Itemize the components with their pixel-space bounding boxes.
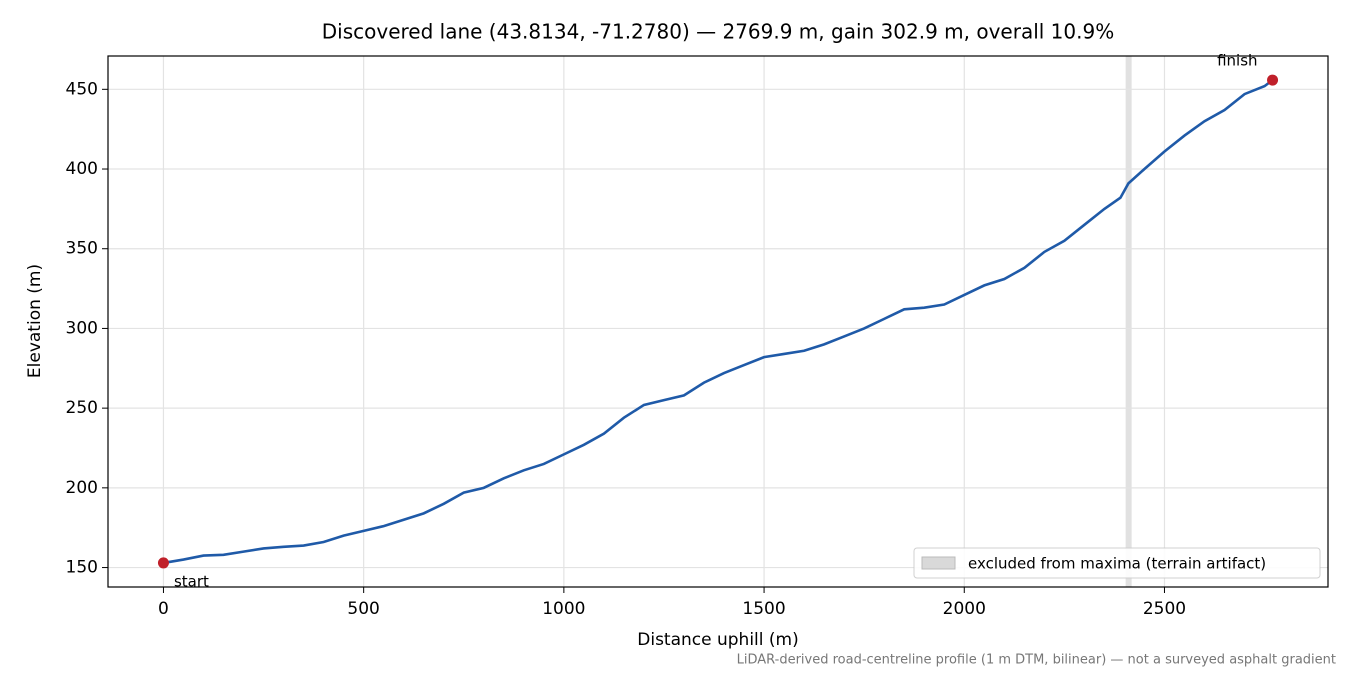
- y-tick-label: 150: [66, 558, 98, 578]
- x-tick-label: 2000: [943, 599, 986, 619]
- plot-frame: [107, 55, 1329, 588]
- excluded-band: [1125, 56, 1132, 587]
- y-axis-label: Elevation (m): [25, 264, 45, 378]
- legend-swatch: [921, 556, 956, 570]
- y-tick-label: 350: [66, 239, 98, 259]
- x-axis-label: Distance uphill (m): [637, 630, 798, 650]
- y-tick-label: 250: [66, 398, 98, 418]
- y-tick-label: 200: [66, 478, 98, 498]
- footnote: LiDAR-derived road-centreline profile (1…: [737, 653, 1336, 668]
- endpoint-marker: [157, 557, 169, 569]
- x-tick-label: 2500: [1143, 599, 1186, 619]
- x-tick-label: 1000: [542, 599, 585, 619]
- y-tick-label: 300: [66, 318, 98, 338]
- endpoint-marker: [1267, 74, 1279, 86]
- legend-label: excluded from maxima (terrain artifact): [968, 555, 1266, 573]
- y-tick-label: 450: [66, 79, 98, 99]
- legend-box: [913, 547, 1321, 579]
- y-tick-label: 400: [66, 159, 98, 179]
- x-tick-label: 500: [347, 599, 379, 619]
- chart-title: Discovered lane (43.8134, -71.2780) — 27…: [322, 20, 1114, 44]
- endpoint-label: finish: [1217, 52, 1257, 70]
- endpoint-label: start: [174, 572, 209, 590]
- x-tick-label: 0: [158, 599, 169, 619]
- x-tick-label: 1500: [742, 599, 785, 619]
- profile-line: [163, 79, 1274, 565]
